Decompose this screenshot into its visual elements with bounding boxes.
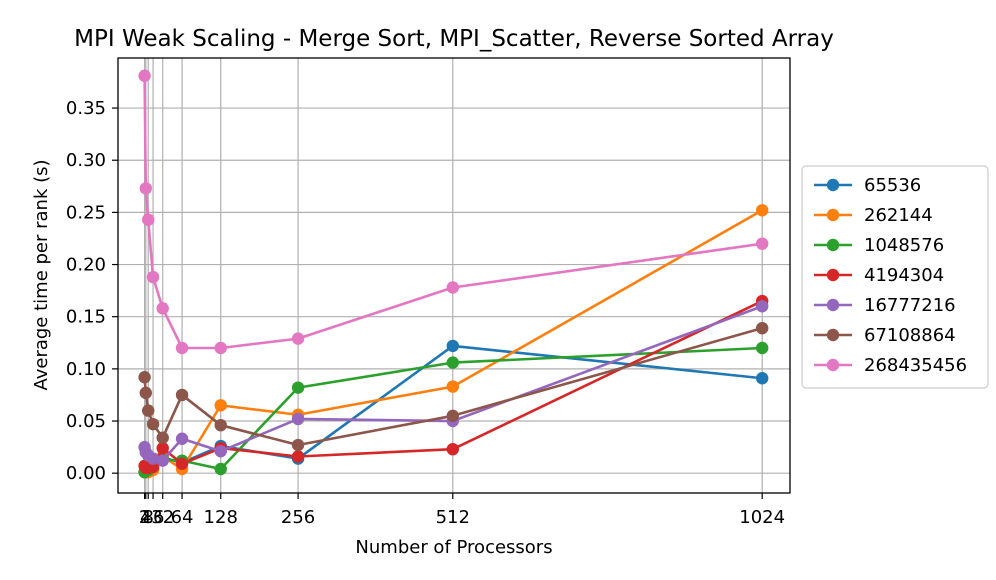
x-tick-label: 256 — [281, 507, 315, 528]
x-tick-label: 64 — [171, 507, 194, 528]
legend-item: 1048576 — [814, 235, 944, 256]
y-tick-label: 0.00 — [66, 463, 106, 484]
data-point — [446, 409, 459, 423]
data-point — [446, 356, 459, 369]
data-point — [138, 69, 151, 82]
legend-item: 4194304 — [814, 265, 944, 286]
legend-marker — [826, 298, 840, 312]
data-point — [756, 372, 769, 385]
legend-label: 67108864 — [864, 325, 956, 346]
data-point — [175, 457, 189, 470]
legend-marker — [826, 328, 840, 342]
plot-frame — [117, 57, 791, 494]
legend: 65536 262144 1048576 4194304 16777216 6710886… — [801, 165, 989, 389]
data-point — [756, 341, 769, 355]
legend-marker — [826, 238, 840, 252]
x-tick-label: 512 — [436, 507, 470, 528]
data-point — [446, 442, 459, 456]
data-point — [756, 237, 769, 250]
series-67108864 — [138, 321, 769, 452]
data-point — [291, 332, 305, 345]
y-tick-label: 0.25 — [66, 202, 106, 223]
data-point — [214, 445, 227, 458]
y-tick-label: 0.35 — [66, 98, 106, 119]
legend-label: 1048576 — [864, 235, 944, 256]
data-point — [214, 399, 227, 412]
legend-item: 65536 — [814, 175, 921, 196]
y-tick-label: 0.30 — [66, 150, 106, 171]
x-tick-label: 1024 — [739, 507, 785, 528]
x-axis-label: Number of Processors — [355, 537, 552, 558]
data-point — [138, 371, 151, 384]
data-point — [214, 462, 227, 476]
legend-label: 268435456 — [864, 355, 967, 376]
data-point — [214, 341, 227, 355]
data-point — [291, 450, 305, 463]
legend-box — [801, 165, 989, 389]
x-tick-label: 4 — [140, 507, 151, 528]
x-tick-label: 16 — [142, 507, 165, 528]
legend-marker — [826, 178, 840, 192]
legend-label: 65536 — [864, 175, 921, 196]
series-line — [143, 326, 764, 447]
legend-item: 262144 — [814, 205, 933, 226]
data-point — [156, 441, 169, 455]
data-point — [446, 380, 459, 393]
x-tick-label: 8 — [142, 507, 153, 528]
y-tick-label: 0.05 — [66, 411, 106, 432]
x-tick-label: 128 — [204, 507, 238, 528]
chart-title: MPI Weak Scaling - Merge Sort, MPI_Scatt… — [74, 26, 834, 52]
legend-label: 262144 — [864, 205, 933, 226]
data-point — [146, 417, 160, 431]
data-point — [146, 452, 160, 465]
data-point — [156, 302, 169, 315]
data-point — [142, 404, 155, 417]
legend-label: 4194304 — [864, 265, 944, 286]
data-point — [175, 432, 189, 445]
data-point — [175, 341, 189, 355]
legend-marker — [826, 358, 840, 372]
data-point — [756, 204, 769, 217]
y-tick-label: 0.15 — [66, 307, 106, 328]
data-point — [146, 270, 160, 284]
legend-marker — [826, 208, 840, 222]
legend-label: 16777216 — [864, 295, 956, 316]
data-point — [175, 388, 189, 402]
data-point — [156, 431, 169, 444]
data-point — [214, 418, 227, 432]
x-tick-label: 2 — [139, 507, 150, 528]
series-group — [138, 69, 769, 479]
data-point — [291, 438, 305, 452]
data-point — [142, 213, 155, 226]
data-point — [139, 182, 152, 195]
data-point — [156, 454, 169, 467]
legend-marker — [826, 268, 840, 282]
data-point — [446, 339, 459, 353]
x-tick-label: 32 — [151, 507, 174, 528]
series-268435456 — [138, 69, 769, 355]
data-point — [756, 321, 769, 335]
legend-item: 268435456 — [814, 355, 967, 376]
data-point — [446, 281, 459, 294]
data-point — [139, 386, 152, 400]
legend-item: 16777216 — [814, 295, 956, 316]
data-point — [756, 300, 769, 313]
y-tick-label: 0.20 — [66, 255, 106, 276]
y-axis-label: Average time per rank (s) — [31, 159, 52, 390]
data-point — [291, 381, 305, 394]
legend-item: 67108864 — [814, 325, 956, 346]
data-point — [291, 412, 305, 426]
y-tick-label: 0.10 — [66, 359, 106, 380]
series-line — [143, 74, 764, 350]
